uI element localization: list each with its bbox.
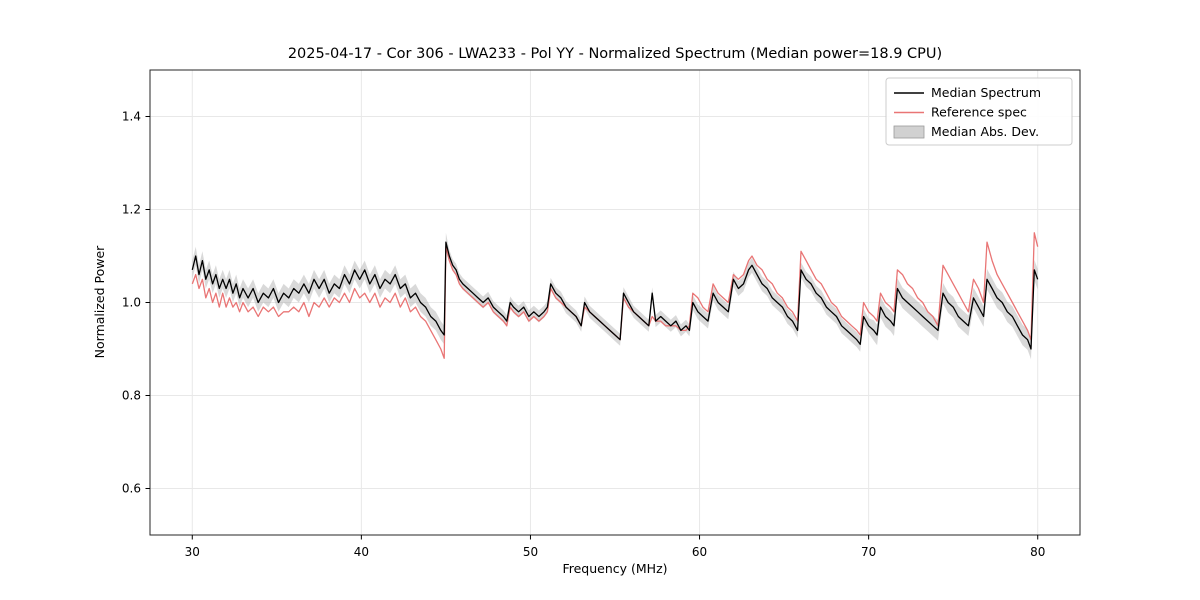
chart-title: 2025-04-17 - Cor 306 - LWA233 - Pol YY -… [288, 46, 942, 62]
x-tick-label: 30 [185, 545, 200, 559]
legend-sample-patch [893, 125, 925, 139]
data-series [191, 232, 1039, 360]
x-tick-label: 80 [1030, 545, 1045, 559]
median-spectrum-line [191, 241, 1039, 350]
legend-entry-label: Median Spectrum [931, 85, 1041, 100]
x-tick-label: 70 [861, 545, 876, 559]
y-axis-label: Normalized Power [92, 245, 107, 359]
x-tick-label: 50 [523, 545, 538, 559]
x-axis-label: Frequency (MHz) [562, 561, 667, 576]
axis-ticks: 30 40 50 60 70 80 0.6 0.8 1.0 1.2 1.4 [122, 110, 1045, 560]
legend-box [885, 77, 1073, 146]
legend-entry-label: Median Abs. Dev. [931, 124, 1039, 139]
y-tick-label: 0.6 [122, 482, 141, 496]
x-tick-label: 60 [692, 545, 707, 559]
y-tick-label: 1.4 [122, 110, 141, 124]
legend-entry-label: Reference spec [931, 105, 1027, 120]
x-tick-label: 40 [354, 545, 369, 559]
grid-lines [150, 70, 1080, 535]
y-tick-label: 1.0 [122, 296, 141, 310]
legend: Median Spectrum Reference spec Median Abs.… [885, 77, 1073, 146]
mad-band [192, 232, 1038, 360]
y-tick-label: 1.2 [122, 203, 141, 217]
y-tick-label: 0.8 [122, 389, 141, 403]
